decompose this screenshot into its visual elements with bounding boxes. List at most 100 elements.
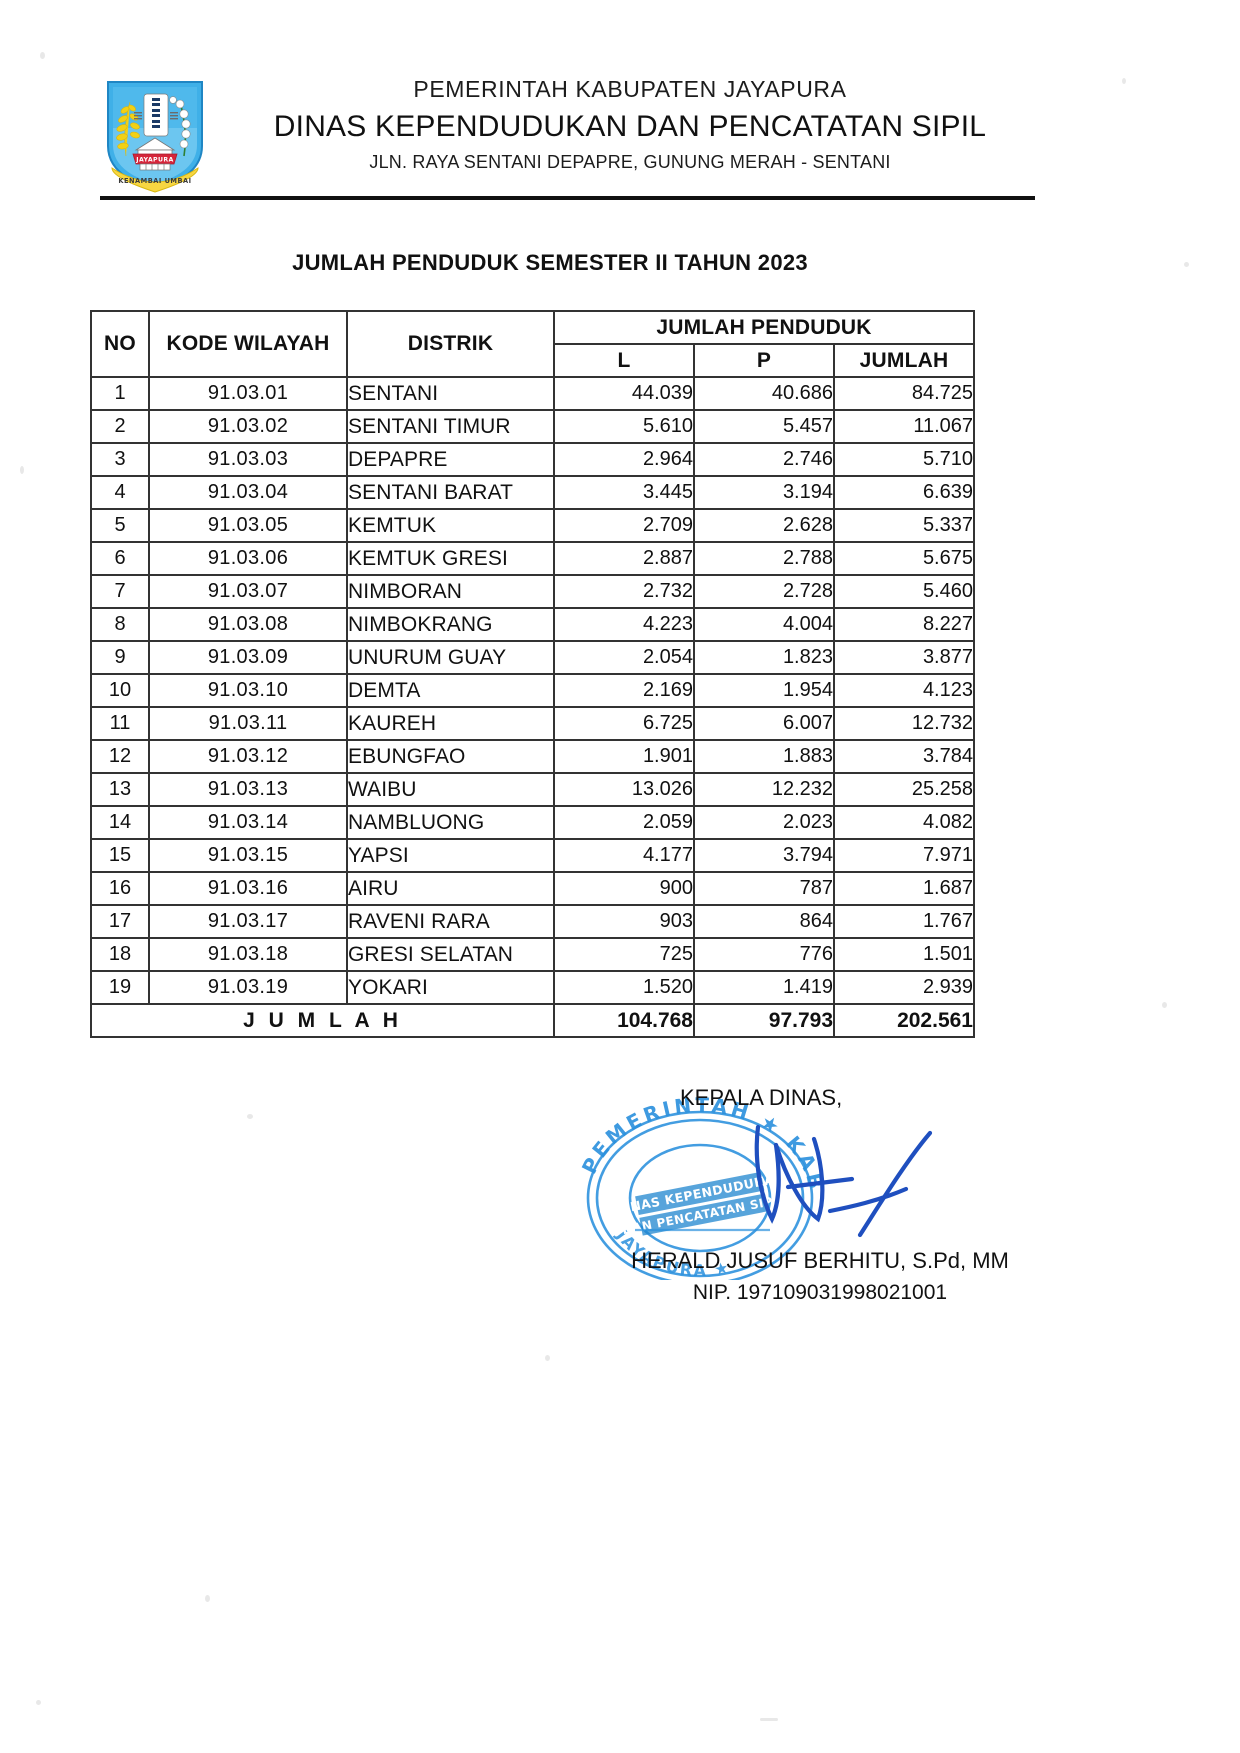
cell-distrik: KEMTUK — [346, 508, 555, 543]
cell-jumlah: 1.501 — [833, 937, 975, 972]
cell-distrik: WAIBU — [346, 772, 555, 807]
table-head: NO KODE WILAYAH DISTRIK JUMLAH PENDUDUK … — [90, 310, 975, 378]
cell-jumlah: 7.971 — [833, 838, 975, 873]
cell-jumlah: 6.639 — [833, 475, 975, 510]
cell-jumlah: 25.258 — [833, 772, 975, 807]
cell-p: 2.788 — [693, 541, 835, 576]
cell-p: 1.883 — [693, 739, 835, 774]
table-row: 2 91.03.02 SENTANI TIMUR 5.610 5.457 11.067 — [90, 409, 975, 444]
table-body: 1 91.03.01 SENTANI 44.039 40.686 84.725 2 91.03… — [90, 376, 975, 1005]
letterhead: JAYAPURA KENAMBAI UMBAI PEMERINTAH KABUP… — [100, 72, 1140, 202]
office-line: DINAS KEPENDUDUKAN DAN PENCATATAN SIPIL — [273, 110, 987, 143]
table-row: 16 91.03.16 AIRU 900 787 1.687 — [90, 871, 975, 906]
cell-l: 2.169 — [553, 673, 695, 708]
cell-p: 864 — [693, 904, 835, 939]
cell-l: 44.039 — [553, 376, 695, 411]
scan-speck — [545, 1355, 550, 1361]
handwritten-signature — [710, 1115, 970, 1255]
cell-jumlah: 4.123 — [833, 673, 975, 708]
cell-l: 13.026 — [553, 772, 695, 807]
column-header-l: L — [553, 343, 695, 378]
cell-kode: 91.03.16 — [148, 871, 348, 906]
cell-p: 4.004 — [693, 607, 835, 642]
cell-l: 2.059 — [553, 805, 695, 840]
cell-jumlah: 12.732 — [833, 706, 975, 741]
table-row: 4 91.03.04 SENTANI BARAT 3.445 3.194 6.639 — [90, 475, 975, 510]
total-label: J U M L A H — [90, 1003, 555, 1038]
cell-distrik: KAUREH — [346, 706, 555, 741]
cell-distrik: YAPSI — [346, 838, 555, 873]
cell-p: 1.823 — [693, 640, 835, 675]
cell-l: 3.445 — [553, 475, 695, 510]
cell-kode: 91.03.05 — [148, 508, 348, 543]
cell-l: 725 — [553, 937, 695, 972]
cell-distrik: YOKARI — [346, 970, 555, 1005]
cell-l: 2.732 — [553, 574, 695, 609]
cell-kode: 91.03.01 — [148, 376, 348, 411]
letterhead-divider — [100, 196, 1035, 200]
cell-no: 2 — [90, 409, 150, 444]
cell-p: 2.728 — [693, 574, 835, 609]
table-row: 12 91.03.12 EBUNGFAO 1.901 1.883 3.784 — [90, 739, 975, 774]
cell-distrik: EBUNGFAO — [346, 739, 555, 774]
total-jumlah: 202.561 — [833, 1003, 975, 1038]
cell-kode: 91.03.19 — [148, 970, 348, 1005]
column-header-kode-wilayah: KODE WILAYAH — [148, 310, 348, 378]
cell-p: 787 — [693, 871, 835, 906]
cell-p: 40.686 — [693, 376, 835, 411]
scan-speck — [40, 52, 45, 59]
table-row: 11 91.03.11 KAUREH 6.725 6.007 12.732 — [90, 706, 975, 741]
cell-p: 1.419 — [693, 970, 835, 1005]
address-line: JLN. RAYA SENTANI DEPAPRE, GUNUNG MERAH … — [369, 152, 891, 172]
cell-l: 4.177 — [553, 838, 695, 873]
cell-jumlah: 3.877 — [833, 640, 975, 675]
scan-speck — [205, 1595, 210, 1602]
cell-no: 3 — [90, 442, 150, 477]
cell-kode: 91.03.15 — [148, 838, 348, 873]
cell-no: 9 — [90, 640, 150, 675]
cell-l: 900 — [553, 871, 695, 906]
cell-l: 1.520 — [553, 970, 695, 1005]
table-row: 1 91.03.01 SENTANI 44.039 40.686 84.725 — [90, 376, 975, 411]
cell-kode: 91.03.02 — [148, 409, 348, 444]
table-row: 5 91.03.05 KEMTUK 2.709 2.628 5.337 — [90, 508, 975, 543]
cell-p: 5.457 — [693, 409, 835, 444]
cell-distrik: SENTANI BARAT — [346, 475, 555, 510]
table-row: 13 91.03.13 WAIBU 13.026 12.232 25.258 — [90, 772, 975, 807]
cell-kode: 91.03.06 — [148, 541, 348, 576]
cell-distrik: GRESI SELATAN — [346, 937, 555, 972]
cell-l: 2.054 — [553, 640, 695, 675]
cell-distrik: UNURUM GUAY — [346, 640, 555, 675]
cell-jumlah: 4.082 — [833, 805, 975, 840]
cell-jumlah: 1.687 — [833, 871, 975, 906]
table-row: 17 91.03.17 RAVENI RARA 903 864 1.767 — [90, 904, 975, 939]
page-title: JUMLAH PENDUDUK SEMESTER II TAHUN 2023 — [292, 250, 808, 275]
scan-speck — [36, 1700, 41, 1705]
table-row: 3 91.03.03 DEPAPRE 2.964 2.746 5.710 — [90, 442, 975, 477]
cell-no: 1 — [90, 376, 150, 411]
cell-kode: 91.03.07 — [148, 574, 348, 609]
cell-no: 7 — [90, 574, 150, 609]
regency-crest-logo: JAYAPURA KENAMBAI UMBAI — [100, 76, 210, 194]
table-foot: J U M L A H 104.768 97.793 202.561 — [90, 1003, 975, 1038]
table-row: 18 91.03.18 GRESI SELATAN 725 776 1.501 — [90, 937, 975, 972]
cell-no: 4 — [90, 475, 150, 510]
scan-speck — [1162, 1002, 1167, 1008]
signatory-name: HERALD JUSUF BERHITU, S.Pd, MM — [631, 1248, 1009, 1273]
cell-kode: 91.03.13 — [148, 772, 348, 807]
cell-kode: 91.03.12 — [148, 739, 348, 774]
table-row: 10 91.03.10 DEMTA 2.169 1.954 4.123 — [90, 673, 975, 708]
cell-p: 2.746 — [693, 442, 835, 477]
cell-no: 5 — [90, 508, 150, 543]
cell-distrik: KEMTUK GRESI — [346, 541, 555, 576]
cell-l: 4.223 — [553, 607, 695, 642]
cell-distrik: RAVENI RARA — [346, 904, 555, 939]
cell-kode: 91.03.03 — [148, 442, 348, 477]
cell-distrik: DEMTA — [346, 673, 555, 708]
table-total-row: J U M L A H 104.768 97.793 202.561 — [90, 1003, 975, 1038]
scan-speck — [1122, 78, 1126, 84]
cell-l: 2.887 — [553, 541, 695, 576]
cell-p: 3.794 — [693, 838, 835, 873]
cell-no: 11 — [90, 706, 150, 741]
